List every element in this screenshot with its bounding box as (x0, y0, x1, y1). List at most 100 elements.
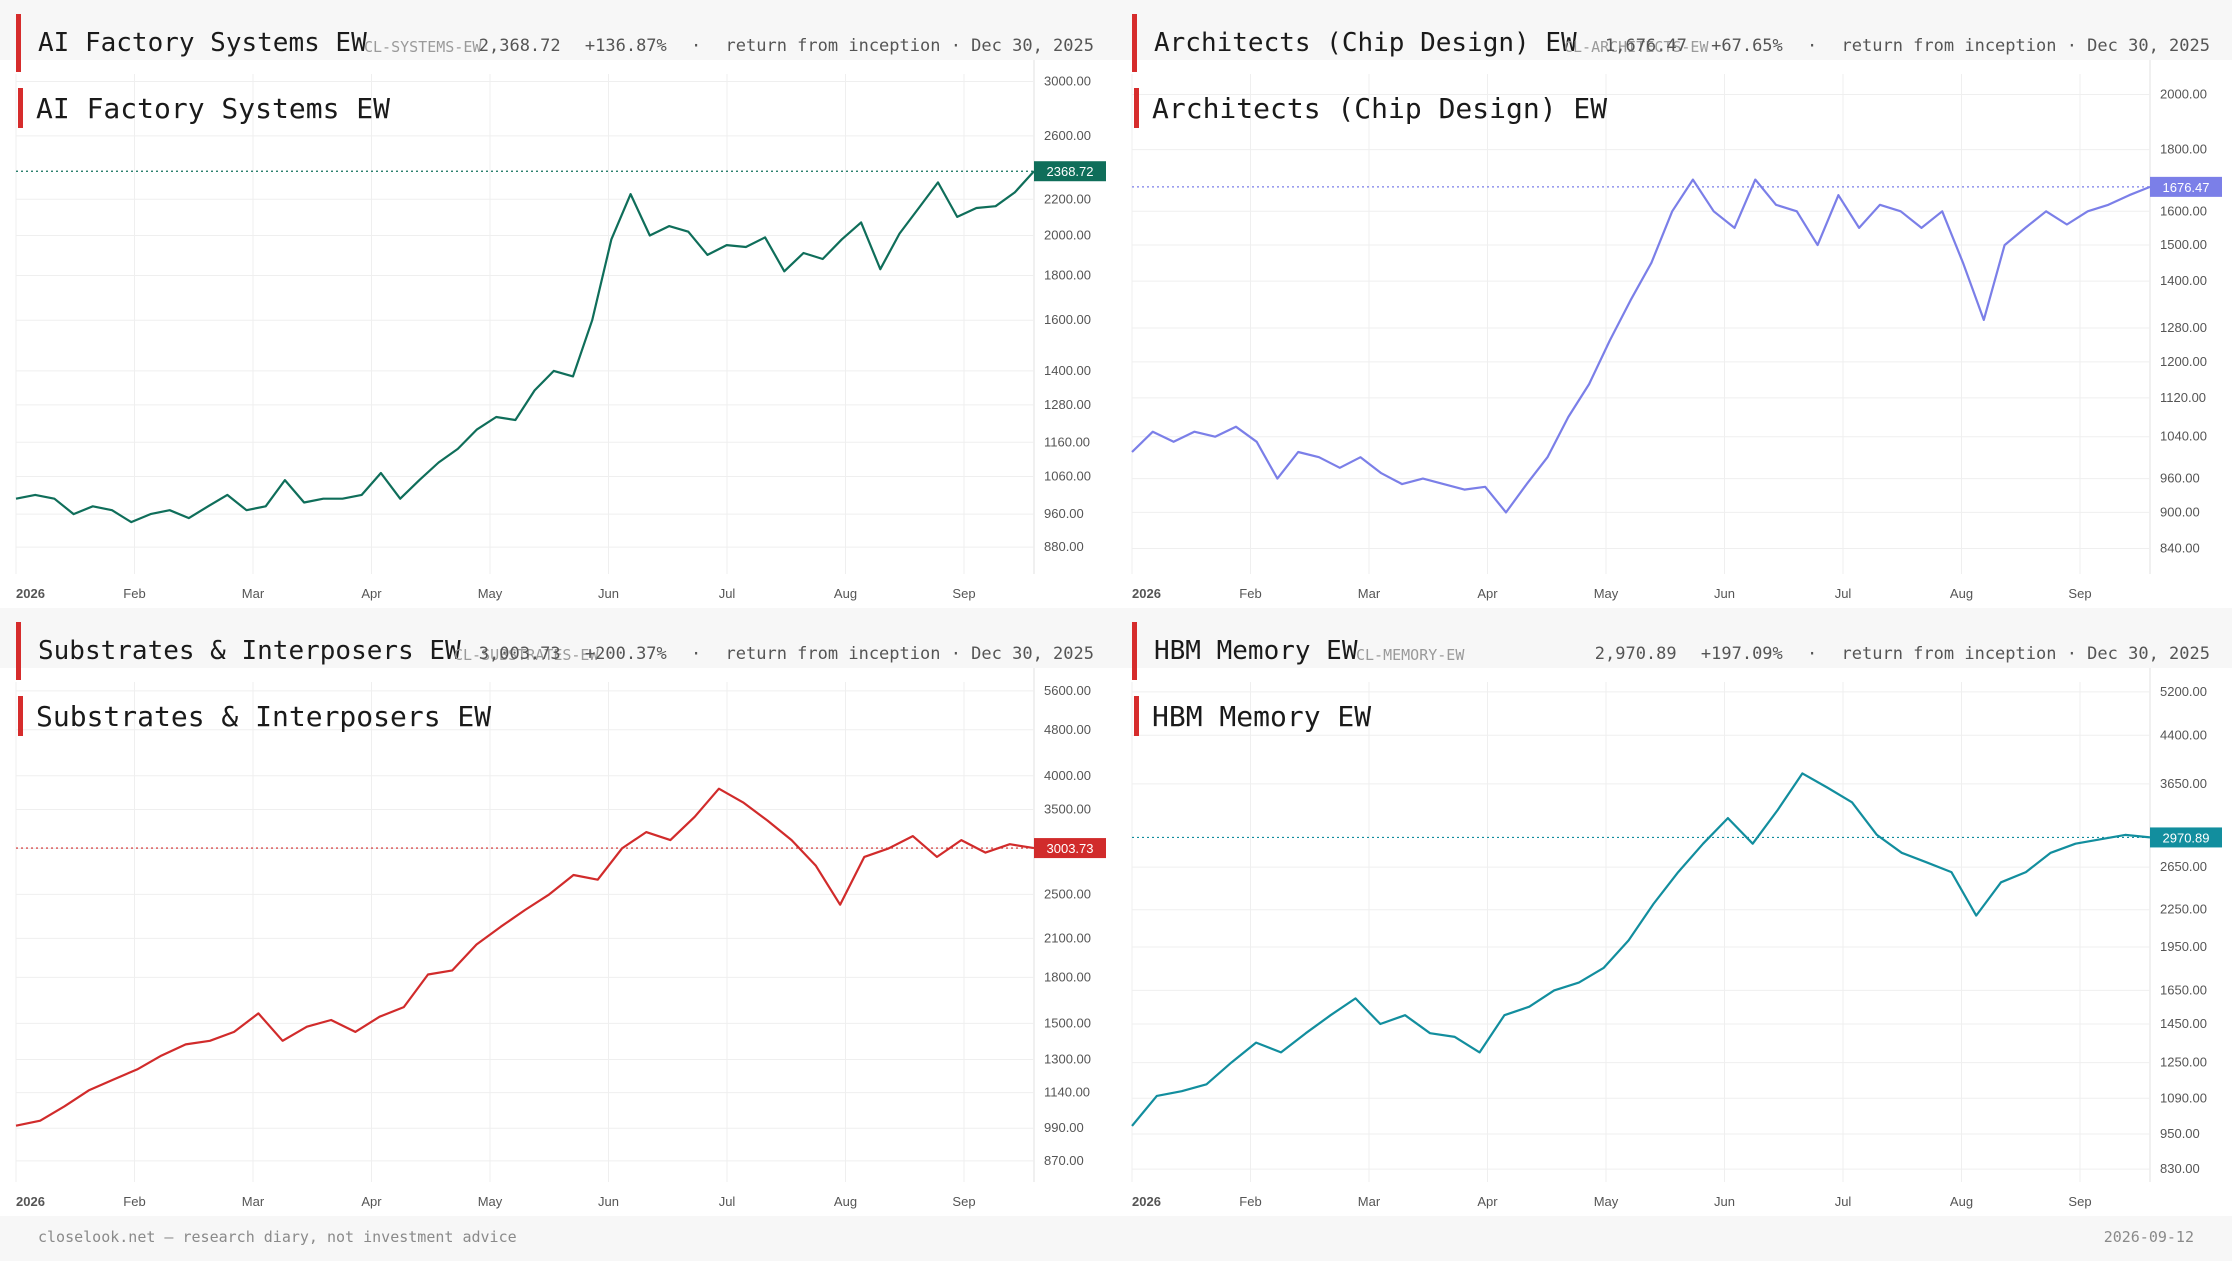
panel-meta: 3,003.73 +200.37% · return from inceptio… (465, 644, 1094, 664)
index-change: +136.87% (584, 36, 667, 56)
index-value: 3,003.73 (478, 644, 561, 664)
y-tick-label: 2000.00 (2160, 87, 2207, 102)
last-value-label: 2970.89 (2163, 830, 2210, 845)
x-tick-label: Feb (1239, 1194, 1261, 1209)
y-tick-label: 1800.00 (2160, 142, 2207, 157)
return-note: return from inception · Dec 30, 2025 (1841, 36, 2210, 56)
x-tick-label: Mar (1358, 1194, 1381, 1209)
y-tick-label: 1280.00 (2160, 320, 2207, 335)
y-tick-label: 1500.00 (1044, 1015, 1091, 1030)
x-tick-label: Aug (1950, 586, 1973, 601)
accent-bar (18, 88, 23, 128)
chart-title: HBM Memory EW (1134, 696, 1372, 736)
y-tick-label: 2600.00 (1044, 128, 1091, 143)
panel-meta: 2,970.89 +197.09% · return from inceptio… (1581, 644, 2210, 664)
y-tick-label: 2100.00 (1044, 930, 1091, 945)
y-tick-label: 2250.00 (2160, 902, 2207, 917)
accent-bar (1134, 696, 1139, 736)
panel-ticker: CL-MEMORY-EW (1356, 646, 1465, 664)
y-tick-label: 1040.00 (2160, 429, 2207, 444)
y-tick-label: 1600.00 (2160, 203, 2207, 218)
y-tick-label: 1400.00 (1044, 363, 1091, 378)
x-tick-label: Apr (1477, 586, 1498, 601)
chart-panel-ai-factory: AI Factory Systems EW CL-SYSTEMS-EW 2,36… (0, 0, 1116, 608)
x-tick-label: 2026 (16, 1194, 45, 1209)
panel-header: AI Factory Systems EW CL-SYSTEMS-EW 2,36… (0, 0, 1116, 72)
chart-title-text: HBM Memory EW (1152, 700, 1372, 733)
footer-date: 2026-09-12 (2103, 1228, 2194, 1246)
y-tick-label: 1650.00 (2160, 982, 2207, 997)
y-tick-label: 1060.00 (1044, 469, 1091, 484)
x-tick-label: Aug (1950, 1194, 1973, 1209)
y-tick-label: 950.00 (2160, 1126, 2200, 1141)
y-tick-label: 3000.00 (1044, 74, 1091, 89)
x-tick-label: Feb (123, 1194, 145, 1209)
x-tick-label: Jul (719, 1194, 736, 1209)
y-tick-label: 830.00 (2160, 1161, 2200, 1176)
panel-ticker: CL-SUBSTRATES-EW (454, 646, 599, 664)
x-tick-label: 2026 (1132, 586, 1161, 601)
x-tick-label: Sep (2068, 586, 2091, 601)
chart-title: Substrates & Interposers EW (18, 696, 491, 736)
x-tick-label: Jul (1835, 1194, 1852, 1209)
x-tick-label: Jun (1714, 1194, 1735, 1209)
last-value-badge (1034, 161, 1106, 182)
x-tick-label: Feb (1239, 586, 1261, 601)
y-tick-label: 2200.00 (1044, 191, 1091, 206)
panel-meta: 2,368.72 +136.87% · return from inceptio… (465, 36, 1094, 56)
chart-title: Architects (Chip Design) EW (1134, 88, 1607, 128)
separator: · (1807, 644, 1818, 664)
chart-title: AI Factory Systems EW (18, 88, 391, 128)
y-tick-label: 2500.00 (1044, 886, 1091, 901)
y-tick-label: 1120.00 (2160, 390, 2206, 405)
x-tick-label: Mar (1358, 586, 1381, 601)
y-tick-label: 1400.00 (2160, 273, 2207, 288)
x-tick-label: 2026 (1132, 1194, 1161, 1209)
footer-disclaimer: closelook.net — research diary, not inve… (38, 1228, 517, 1246)
y-tick-label: 1200.00 (2160, 354, 2207, 369)
series-line (15, 170, 1035, 524)
y-tick-label: 1280.00 (1044, 397, 1091, 412)
panel-title: AI Factory Systems EW (38, 28, 367, 58)
last-value-badge (1034, 838, 1106, 859)
chart-panel-architects: Architects (Chip Design) EW CL-ARCHITECT… (1116, 0, 2232, 608)
y-tick-label: 5600.00 (1044, 683, 1091, 698)
y-tick-label: 5200.00 (2160, 684, 2207, 699)
x-tick-label: May (478, 586, 503, 601)
chart-panel-hbm: HBM Memory EW CL-MEMORY-EW 2,970.89 +197… (1116, 608, 2232, 1216)
y-tick-label: 990.00 (1044, 1120, 1084, 1135)
index-value: 1,676.47 (1604, 36, 1687, 56)
x-tick-label: May (478, 1194, 503, 1209)
x-tick-label: Jul (1835, 586, 1852, 601)
x-tick-label: Aug (834, 1194, 857, 1209)
panel-ticker: CL-ARCHITECTS-EW (1564, 38, 1709, 56)
return-note: return from inception · Dec 30, 2025 (725, 644, 1094, 664)
last-value-label: 3003.73 (1047, 841, 1094, 856)
series-line (1131, 772, 2151, 1127)
index-change: +197.09% (1700, 644, 1783, 664)
index-change: +200.37% (584, 644, 667, 664)
return-note: return from inception · Dec 30, 2025 (1841, 644, 2210, 664)
chart-title-text: AI Factory Systems EW (36, 92, 391, 125)
separator: · (691, 36, 702, 56)
y-tick-label: 1800.00 (1044, 969, 1091, 984)
y-tick-label: 3500.00 (1044, 801, 1091, 816)
index-change: +67.65% (1711, 36, 1783, 56)
x-tick-label: Apr (361, 586, 382, 601)
accent-bar (16, 14, 21, 72)
x-tick-label: Sep (952, 586, 975, 601)
y-tick-label: 960.00 (1044, 506, 1084, 521)
separator: · (691, 644, 702, 664)
series-line (1131, 178, 2151, 514)
x-tick-label: Jun (598, 586, 619, 601)
y-tick-label: 4000.00 (1044, 768, 1091, 783)
x-tick-label: May (1594, 1194, 1619, 1209)
y-tick-label: 1600.00 (1044, 312, 1091, 327)
index-value: 2,970.89 (1594, 644, 1677, 664)
panel-ticker: CL-SYSTEMS-EW (364, 38, 482, 56)
last-value-badge (2150, 176, 2222, 197)
x-tick-label: Apr (1477, 1194, 1498, 1209)
y-tick-label: 1500.00 (2160, 237, 2207, 252)
accent-bar (1132, 14, 1137, 72)
y-tick-label: 1140.00 (1044, 1085, 1090, 1100)
